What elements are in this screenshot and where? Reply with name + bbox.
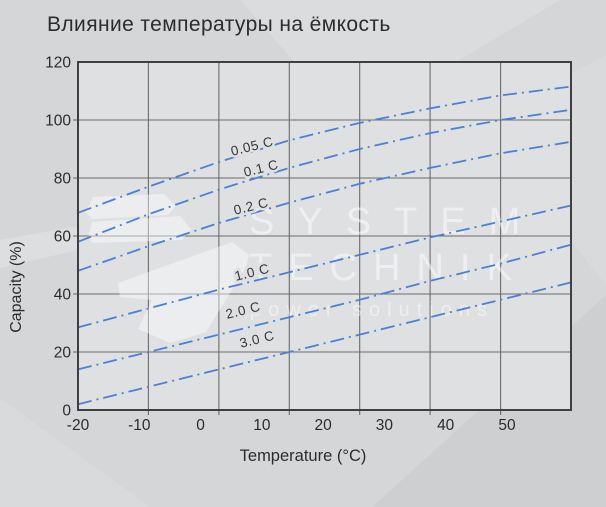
y-tick-label: 60 (54, 229, 72, 246)
y-tick-label: 40 (54, 287, 72, 304)
facet (0, 226, 78, 268)
x-tick-label: -20 (67, 417, 90, 434)
logo-ribbon-top (86, 194, 176, 219)
y-tick-label: 20 (54, 345, 72, 362)
facet (0, 398, 150, 507)
watermark-line2: TECHNIK (249, 247, 528, 289)
series-line-1.0C (77, 204, 572, 329)
y-tick-label: 0 (62, 403, 71, 420)
chart-title: Влияние температуры на ёмкость (47, 13, 391, 36)
y-tick-labels: 0 20 40 60 80 100 120 (45, 55, 71, 420)
watermark-line1: SYSTEM (249, 201, 543, 243)
y-tick-label: 120 (45, 55, 71, 72)
series-line-0.1C (77, 108, 572, 243)
logo-arrow-upper (118, 242, 249, 300)
series-line-0.2C (77, 140, 572, 272)
watermark-line3: power solutions (250, 299, 494, 321)
x-axis-title: Temperature (°C) (239, 447, 367, 465)
plot-frame (77, 61, 572, 411)
logo-arrow-lower (138, 267, 246, 343)
watermark-logo (86, 194, 249, 343)
series-line-2.0C (77, 243, 572, 371)
gridlines (73, 62, 571, 415)
series-line-3.0C (77, 281, 572, 406)
x-tick-labels: -20 -10 0 10 20 30 40 50 (67, 417, 516, 434)
y-tick-label: 80 (54, 171, 72, 188)
x-tick-label: 30 (376, 417, 394, 434)
x-tick-label: 0 (196, 417, 205, 434)
x-tick-label: 50 (498, 417, 516, 434)
logo-ribbon-mid (88, 216, 191, 243)
x-tick-label: -10 (128, 417, 151, 434)
x-tick-label: 40 (437, 417, 455, 434)
y-axis-title: Capacity (%) (8, 241, 25, 333)
series-line-0.05C (77, 85, 572, 214)
series-lines (77, 85, 572, 406)
x-tick-label: 10 (253, 417, 271, 434)
y-tick-label: 100 (45, 113, 71, 130)
x-tick-label: 20 (314, 417, 332, 434)
